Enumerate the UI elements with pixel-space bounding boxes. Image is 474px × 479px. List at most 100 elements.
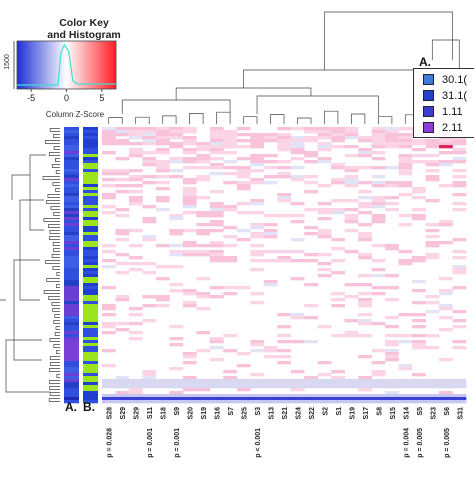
heatmap-cell <box>425 229 440 233</box>
heatmap-cell <box>277 214 292 218</box>
heatmap-cell <box>371 184 386 188</box>
heatmap-cell <box>304 394 318 398</box>
heatmap-cell <box>371 322 386 326</box>
heatmap-cell <box>277 334 292 338</box>
column-dendrogram <box>108 11 460 124</box>
heatmap-cell <box>412 346 426 350</box>
heatmap-cell <box>102 136 116 140</box>
heatmap-cell <box>277 160 292 164</box>
heatmap-cell <box>358 223 372 227</box>
heatmap-cell <box>304 127 318 131</box>
column-label: S20 <box>188 407 195 420</box>
sidebar-b-cell <box>83 184 98 188</box>
heatmap-cell <box>182 394 197 398</box>
column-label: S7 <box>228 407 235 416</box>
sidebar-b-cell <box>83 136 98 140</box>
heatmap-cell <box>371 220 386 224</box>
heatmap-cell <box>209 241 224 245</box>
heatmap-cell <box>209 250 224 254</box>
sidebar-b-cell <box>83 370 98 374</box>
heatmap-cell <box>331 163 345 167</box>
heatmap-cell <box>398 172 413 176</box>
heatmap-cell <box>102 133 116 137</box>
heatmap-cell <box>182 193 197 197</box>
legend-label: 1.11 <box>442 105 463 118</box>
heatmap-cell <box>304 304 318 308</box>
heatmap-cell <box>358 298 372 302</box>
heatmap-cell <box>290 250 305 254</box>
heatmap-cell <box>115 214 130 218</box>
heatmap-cell <box>263 355 278 359</box>
sidebar-a-cell <box>64 184 79 188</box>
sidebar-label-a: A. <box>65 400 77 414</box>
heatmap-cell <box>277 133 292 137</box>
heatmap-cell <box>277 361 292 365</box>
heatmap-cell <box>385 343 399 347</box>
heatmap-cell <box>398 385 413 389</box>
sidebar-a-cell <box>64 223 79 227</box>
heatmap-cell <box>115 262 130 266</box>
sidebar-b-cell <box>83 268 98 272</box>
heatmap-cell <box>331 145 345 149</box>
heatmap-cell <box>142 181 157 185</box>
heatmap-cell <box>169 379 184 383</box>
sidebar-b-cell <box>83 196 98 200</box>
heatmap-cell <box>304 397 318 401</box>
heatmap-cell <box>371 382 386 386</box>
heatmap-cell <box>277 400 292 404</box>
heatmap-cell <box>331 298 345 302</box>
heatmap-cell <box>317 157 332 161</box>
sidebar-a-cell <box>64 307 79 311</box>
sidebar-a-cell <box>64 235 79 239</box>
heatmap-cell <box>263 154 278 158</box>
heatmap-cell <box>196 178 211 182</box>
heatmap-cell <box>452 325 467 329</box>
column-label: S6 <box>444 407 451 416</box>
heatmap-cell <box>358 253 372 257</box>
heatmap-cell <box>425 178 440 182</box>
legend-entry: 2.11 <box>423 121 463 134</box>
heatmap-cell <box>155 385 170 389</box>
heatmap-cell <box>250 259 265 263</box>
sidebar-a-cell <box>64 157 79 161</box>
heatmap-cell <box>317 385 332 389</box>
sidebar-b-cell <box>83 367 98 371</box>
heatmap-cell <box>412 217 426 221</box>
heatmap-cell <box>371 127 386 131</box>
heatmap-cell <box>425 397 440 401</box>
heatmap-cell <box>142 160 157 164</box>
heatmap-cell <box>155 265 170 269</box>
heatmap-cell <box>263 235 278 239</box>
sidebar-a-cell <box>64 250 79 254</box>
heatmap-cell <box>304 259 318 263</box>
heatmap-cell <box>115 133 130 137</box>
heatmap-cell <box>371 268 386 272</box>
heatmap-cell <box>290 139 305 143</box>
heatmap-cell <box>142 139 157 143</box>
sidebar-b-cell <box>83 352 98 356</box>
sidebar-a-cell <box>64 136 79 140</box>
sidebar-b-cell <box>83 208 98 212</box>
sidebar-a-cell <box>64 265 79 269</box>
heatmap-cell <box>412 160 426 164</box>
heatmap-cell <box>344 382 359 386</box>
heatmap-cell <box>277 166 292 170</box>
heatmap-cell <box>155 148 170 152</box>
sidebar-a-cell <box>64 292 79 296</box>
heatmap-cell <box>223 394 238 398</box>
heatmap-cell <box>223 166 238 170</box>
heatmap-cell <box>250 136 265 140</box>
heatmap-cell <box>182 400 197 404</box>
sidebar-b-cell <box>83 160 98 164</box>
heatmap-cell <box>439 160 453 164</box>
heatmap-cell <box>155 397 170 401</box>
heatmap-cell <box>412 154 426 158</box>
sidebar-a-cell <box>64 214 79 218</box>
heatmap-cell <box>290 214 305 218</box>
heatmap-cell <box>142 295 157 299</box>
heatmap-cell <box>439 163 453 167</box>
column-p-value: p = 0.004 <box>403 428 410 458</box>
heatmap-cell <box>209 358 224 362</box>
sidebar-a-cell <box>64 169 79 173</box>
heatmap-cell <box>277 136 292 140</box>
